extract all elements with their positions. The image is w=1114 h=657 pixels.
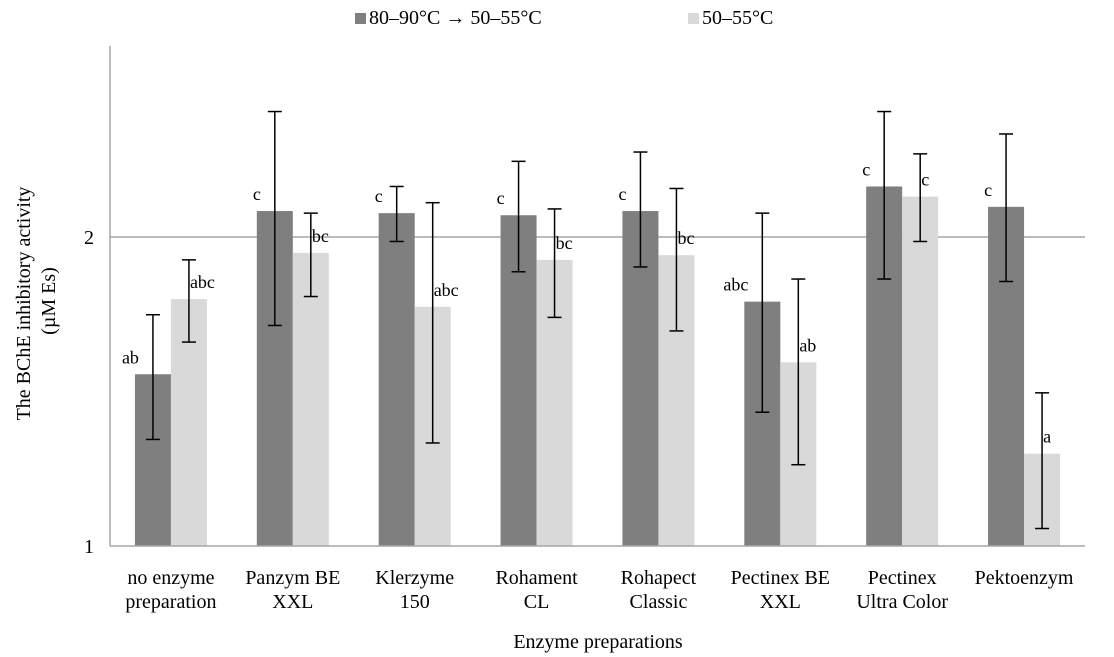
error-bar — [999, 133, 1014, 283]
bar-label: c — [497, 188, 505, 208]
bars — [134, 186, 1061, 547]
legend-item: 50–55°C — [688, 7, 773, 29]
error-bar — [913, 153, 928, 243]
bar-label: abc — [434, 280, 459, 300]
error-bar — [303, 212, 318, 298]
legend-swatch — [355, 13, 366, 24]
bar-label: ab — [122, 347, 139, 367]
error-bar — [1035, 392, 1050, 530]
y-axis-title-line-2: (µM Es) — [38, 267, 60, 335]
y-axis-title-line-1: The BChE inhibitory activity — [13, 187, 35, 421]
error-bar — [755, 212, 770, 413]
error-bar — [511, 160, 526, 273]
error-bar — [633, 151, 648, 268]
legend-label: 50–55°C — [702, 7, 773, 29]
error-bar — [877, 110, 892, 280]
error-bar — [547, 208, 562, 319]
error-bar — [425, 201, 440, 444]
bar-label: abc — [723, 275, 748, 295]
x-tick-label: Rohament CL — [495, 567, 578, 613]
x-tick-label: Pectinex BE XXL — [731, 567, 830, 613]
bar-label: bc — [556, 233, 573, 253]
bar-label: ab — [799, 335, 816, 355]
x-axis: no enzyme preparation Panzym BE XXL Klerzyme… — [110, 545, 1085, 613]
y-axis: 12 — [84, 46, 111, 558]
error-bar — [181, 259, 196, 343]
bar-label: c — [618, 184, 626, 204]
error-bars — [145, 110, 1050, 530]
error-bar — [267, 110, 282, 327]
legend: 80–90°C → 50–55°C 50–55°C — [355, 7, 773, 29]
bar — [378, 213, 415, 547]
bar — [292, 252, 329, 547]
legend-item: 80–90°C → 50–55°C — [355, 7, 542, 29]
error-bar — [669, 187, 684, 332]
bar-label: c — [921, 170, 929, 190]
bar — [902, 196, 939, 546]
x-tick-label: Panzym BE XXL — [245, 567, 340, 613]
bar-label: a — [1043, 427, 1051, 447]
x-tick-label: Pectinex Ultra Color — [856, 567, 948, 613]
bar-label: c — [375, 186, 383, 206]
legend-swatch — [688, 13, 699, 24]
bar-label: bc — [677, 228, 694, 248]
error-bar — [145, 313, 160, 441]
y-tick-label: 1 — [84, 536, 94, 558]
x-tick-label: Pektoenzym — [975, 567, 1074, 589]
bar-label: c — [984, 180, 992, 200]
x-tick-label: Klerzyme 150 — [375, 567, 454, 613]
legend-label: 80–90°C → 50–55°C — [369, 7, 542, 29]
bar-label: c — [862, 159, 870, 179]
x-tick-label: Rohapect Classic — [621, 567, 697, 613]
error-bar — [791, 278, 806, 466]
error-bar — [389, 185, 404, 243]
y-axis-title: The BChE inhibitory activity (µM Es) — [13, 182, 60, 421]
x-tick-label: no enzyme preparation — [125, 567, 216, 613]
bar-label: abc — [190, 272, 215, 292]
bar-label: c — [253, 184, 261, 204]
bar-label: bc — [312, 226, 329, 246]
x-axis-title: Enzyme preparations — [513, 631, 683, 653]
y-tick-label: 2 — [84, 227, 94, 249]
